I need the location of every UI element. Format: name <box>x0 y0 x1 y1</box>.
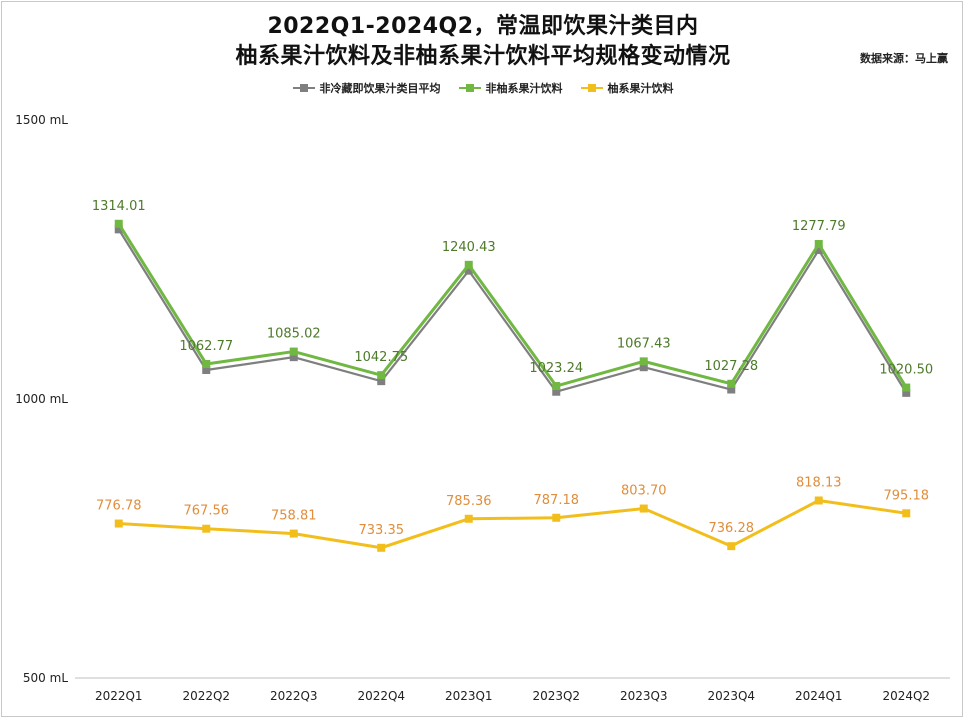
chart-title-line-1: 2022Q1-2024Q2，常温即饮果汁类目内 <box>267 14 699 39</box>
series-point <box>114 219 123 228</box>
series-point <box>289 347 298 356</box>
data-label: 758.81 <box>271 509 317 524</box>
series-line <box>117 228 908 394</box>
series-point <box>814 246 823 255</box>
data-label: 795.18 <box>884 488 930 503</box>
legend-swatch-green <box>458 83 481 93</box>
x-tick-label: 2023Q4 <box>707 689 755 703</box>
series-point <box>464 514 473 523</box>
legend-label: 非冷藏即饮果汁类目平均 <box>319 82 441 95</box>
series-point <box>639 504 648 513</box>
series-point <box>552 382 561 391</box>
legend-label: 柚系果汁饮料 <box>607 82 674 95</box>
x-tick-label: 2022Q2 <box>182 689 230 703</box>
data-label: 803.70 <box>621 484 667 499</box>
data-label: 787.18 <box>534 493 580 508</box>
series-point <box>727 379 736 388</box>
series-line <box>118 498 907 550</box>
data-label: 1314.01 <box>92 199 146 214</box>
series-point <box>552 513 561 522</box>
series-point <box>114 225 123 234</box>
data-label: 776.78 <box>96 499 142 514</box>
series-point <box>289 529 298 538</box>
y-tick-label: 1500 mL <box>15 113 68 127</box>
data-label: 785.36 <box>446 494 492 509</box>
series-point <box>377 543 386 552</box>
series-point <box>464 266 473 275</box>
legend-item-non-pomelo: 非柚系果汁饮料 <box>458 80 563 96</box>
series-point <box>289 353 298 362</box>
x-tick-label: 2024Q2 <box>882 689 930 703</box>
series-point <box>202 359 211 368</box>
x-tick-label: 2023Q1 <box>445 689 493 703</box>
y-tick-label: 1000 mL <box>15 392 68 406</box>
series-point <box>814 496 823 505</box>
series-point <box>377 377 386 386</box>
x-tick-label: 2023Q3 <box>620 689 668 703</box>
legend-item-category-average: 非冷藏即饮果汁类目平均 <box>292 80 441 96</box>
series-point <box>114 519 123 528</box>
data-label: 1020.50 <box>879 363 933 378</box>
series-point <box>727 542 736 551</box>
series-line <box>117 222 908 389</box>
series-point <box>464 260 473 269</box>
legend-swatch-gray <box>292 83 315 93</box>
data-label: 818.13 <box>796 475 842 490</box>
series-point <box>202 365 211 374</box>
series-point <box>902 383 911 392</box>
series-point <box>377 371 386 380</box>
legend-label: 非柚系果汁饮料 <box>485 82 563 95</box>
data-label: 1277.79 <box>792 219 846 234</box>
data-label: 736.28 <box>709 521 755 536</box>
series-point <box>639 363 648 372</box>
y-tick-label: 500 mL <box>23 671 68 685</box>
series-point <box>814 239 823 248</box>
data-label: 1240.43 <box>442 240 496 255</box>
series-point <box>902 509 911 518</box>
data-label: 1042.75 <box>354 350 408 365</box>
data-label: 767.56 <box>184 504 230 519</box>
series-point <box>902 388 911 397</box>
data-label: 1023.24 <box>529 361 583 376</box>
x-tick-label: 2023Q2 <box>532 689 580 703</box>
x-tick-label: 2022Q4 <box>357 689 405 703</box>
series-point <box>202 524 211 533</box>
series-point <box>639 357 648 366</box>
data-label: 1067.43 <box>617 336 671 351</box>
data-label: 1027.28 <box>704 359 758 374</box>
x-tick-label: 2024Q1 <box>795 689 843 703</box>
legend-item-pomelo: 柚系果汁饮料 <box>580 80 674 96</box>
chart-title-line-2: 柚系果汁饮料及非柚系果汁饮料平均规格变动情况 <box>235 44 731 69</box>
series-point <box>552 387 561 396</box>
x-tick-label: 2022Q1 <box>95 689 143 703</box>
legend-swatch-yellow <box>580 83 603 93</box>
series-point <box>727 385 736 394</box>
x-tick-label: 2022Q3 <box>270 689 318 703</box>
data-label: 733.35 <box>359 523 405 538</box>
data-label: 1085.02 <box>267 327 321 342</box>
data-source-note: 数据来源：马上赢 <box>860 52 948 65</box>
data-label: 1062.77 <box>179 339 233 354</box>
chart-legend: 非冷藏即饮果汁类目平均 非柚系果汁饮料 柚系果汁饮料 <box>0 80 966 96</box>
